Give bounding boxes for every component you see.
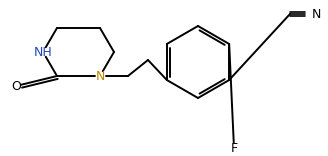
Text: F: F xyxy=(231,141,237,154)
Text: O: O xyxy=(11,80,21,93)
Text: N: N xyxy=(311,7,321,20)
Text: NH: NH xyxy=(34,46,52,58)
Text: N: N xyxy=(95,70,105,83)
